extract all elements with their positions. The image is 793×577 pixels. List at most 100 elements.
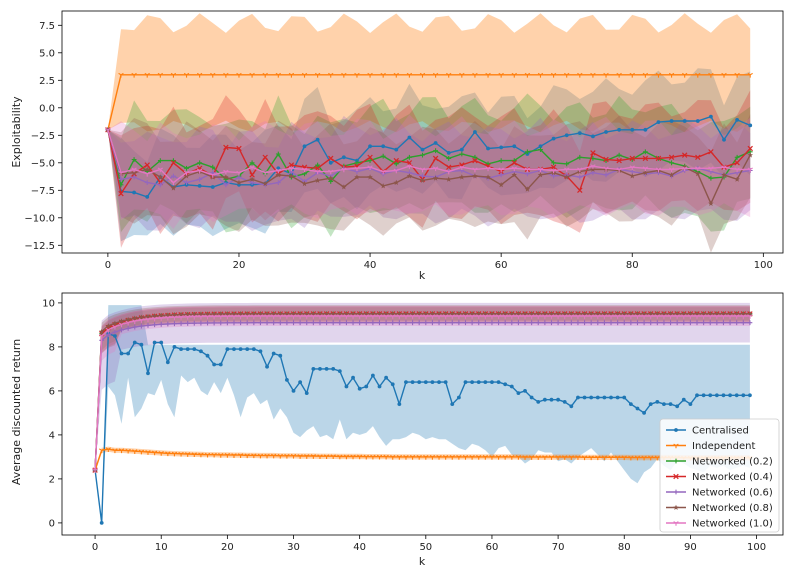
top-point-1-9 [223, 72, 229, 78]
top-point-4-9 [223, 182, 229, 188]
bottom-point-0-21 [232, 347, 236, 351]
top-point-3-41 [642, 155, 649, 162]
bottom-point-4-46 [396, 320, 402, 326]
top-point-2-41 [642, 149, 648, 155]
top-point-5-2 [131, 169, 137, 176]
bottom-point-0-32 [304, 391, 309, 395]
top-point-6-38 [603, 166, 609, 172]
top-point-0-37 [591, 134, 595, 139]
top-point-1-19 [354, 72, 360, 78]
bottom-point-4-4 [119, 327, 124, 333]
bottom-point-0-60 [490, 380, 494, 384]
bottom-point-1-12 [171, 451, 178, 457]
bottom-point-4-76 [595, 320, 601, 326]
bottom-point-0-70 [556, 397, 561, 402]
legend: Centralised Independent Networked (0.2) Net… [659, 418, 780, 533]
bottom-point-0-74 [582, 395, 587, 400]
bottom-point-0-81 [628, 402, 633, 406]
bottom-point-1-85 [654, 455, 660, 461]
bottom-point-6-19 [218, 314, 224, 320]
bottom-point-4-72 [568, 320, 574, 326]
bottom-point-4-32 [304, 320, 310, 326]
bottom-point-0-82 [635, 406, 640, 411]
bottom-point-6-97 [734, 314, 740, 319]
top-point-1-26 [446, 72, 452, 78]
top-point-5-35 [564, 174, 570, 180]
bottom-point-6-27 [270, 314, 277, 319]
bottom-point-0-30 [291, 389, 296, 393]
bottom-point-1-5 [125, 448, 131, 454]
top-point-5-20 [367, 174, 373, 180]
top-point-0-24 [420, 147, 425, 152]
bottom-point-4-18 [211, 320, 217, 326]
bottom-point-1-76 [595, 455, 601, 461]
bottom-point-4-61 [496, 320, 501, 326]
bottom-point-6-75 [588, 314, 594, 319]
bottom-point-0-78 [609, 395, 613, 400]
bottom-point-1-53 [442, 455, 449, 460]
top-point-3-34 [550, 164, 557, 170]
bottom-point-4-64 [516, 320, 521, 326]
bottom-point-4-28 [277, 320, 283, 326]
bottom-point-1-17 [204, 452, 211, 458]
bottom-point-6-21 [231, 314, 237, 320]
bottom-point-1-8 [145, 450, 151, 455]
top-band-1 [107, 13, 751, 133]
bottom-point-4-15 [191, 320, 197, 326]
top-point-3-17 [328, 155, 334, 162]
top-point-6-12 [262, 170, 268, 176]
bottom-point-6-59 [482, 314, 489, 319]
bottom-point-0-53 [443, 380, 448, 384]
top-point-2-48 [734, 154, 740, 160]
bottom-point-6-89 [681, 314, 687, 319]
bottom-xtick-label-5: 50 [419, 542, 432, 553]
bottom-point-4-30 [291, 320, 296, 326]
bottom-point-0-43 [377, 384, 382, 389]
top-point-5-12 [262, 180, 268, 187]
bottom-point-6-46 [396, 314, 403, 319]
bottom-point-1-4 [118, 448, 125, 454]
top-point-6-21 [380, 169, 386, 175]
bottom-point-6-96 [727, 314, 733, 319]
top-ytick-label-4: −2.5 [31, 131, 55, 142]
bottom-point-6-17 [204, 314, 211, 320]
bottom-point-6-36 [330, 314, 336, 319]
bottom-point-1-25 [257, 453, 264, 459]
bottom-point-0-40 [357, 386, 362, 391]
bottom-point-0-90 [688, 402, 693, 406]
top-point-6-10 [236, 170, 242, 176]
bottom-point-4-27 [271, 320, 277, 326]
bottom-point-1-49 [416, 455, 422, 460]
bottom-point-4-82 [635, 320, 640, 326]
top-point-3-45 [695, 154, 701, 161]
legend-item-6: Networked (1.0) [666, 519, 773, 530]
bottom-point-1-67 [535, 455, 541, 460]
top-point-2-22 [393, 161, 399, 167]
top-series-markers-1 [105, 72, 753, 133]
top-point-5-24 [419, 177, 426, 183]
bottom-point-6-31 [297, 314, 303, 319]
legend-item-5: Networked (0.8) [666, 503, 773, 514]
bottom-band-5 [95, 305, 750, 471]
bottom-point-6-28 [277, 314, 283, 319]
bottom-point-6-92 [700, 314, 707, 319]
top-point-0-29 [486, 146, 490, 151]
bottom-point-0-96 [728, 393, 732, 398]
top-point-3-42 [655, 155, 662, 162]
top-point-1-47 [721, 72, 727, 78]
top-point-4-7 [197, 176, 203, 182]
top-point-5-14 [288, 173, 295, 179]
top-point-1-6 [183, 72, 190, 78]
top-point-0-30 [499, 145, 504, 150]
bottom-point-0-67 [536, 400, 541, 404]
bottom-series-line-0 [94, 332, 750, 523]
bottom-point-4-13 [178, 321, 184, 326]
bottom-point-4-44 [383, 320, 389, 326]
bottom-point-0-51 [430, 380, 435, 384]
legend-box [659, 418, 780, 533]
bottom-point-4-93 [707, 320, 713, 326]
bottom-point-1-62 [502, 455, 508, 460]
bottom-point-4-86 [661, 320, 667, 326]
legend-marker-1 [673, 443, 679, 449]
top-point-1-43 [668, 72, 675, 78]
